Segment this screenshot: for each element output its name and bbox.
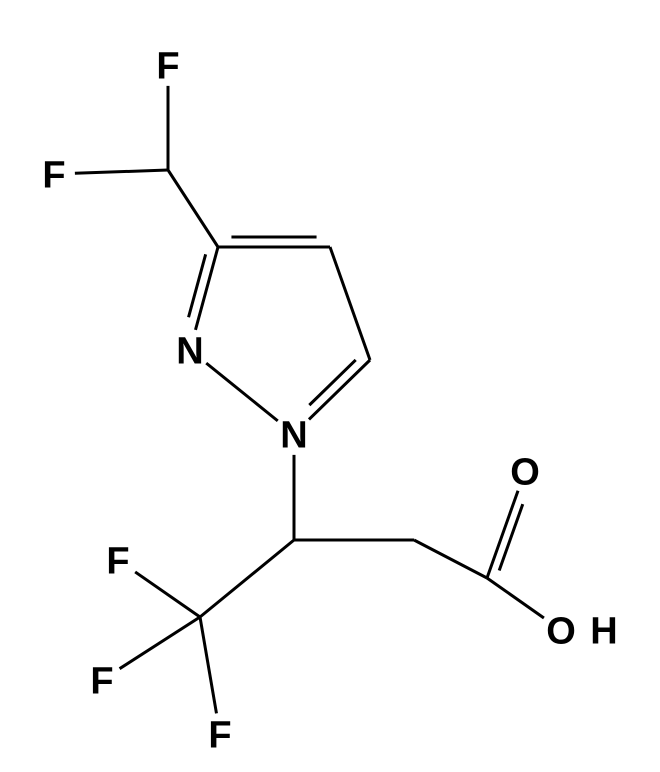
- atom-label-f: F: [156, 45, 179, 87]
- atom-label-f: F: [208, 714, 231, 756]
- atom-label-f: F: [106, 540, 129, 582]
- atom-label-f: F: [42, 154, 65, 196]
- atom-label-n: N: [176, 330, 203, 372]
- atom-label-f: F: [90, 660, 113, 702]
- atom-label-o: O: [546, 610, 576, 652]
- atom-label-h: H: [590, 610, 617, 652]
- atom-label-n: N: [280, 414, 307, 456]
- atom-label-o: O: [510, 451, 540, 493]
